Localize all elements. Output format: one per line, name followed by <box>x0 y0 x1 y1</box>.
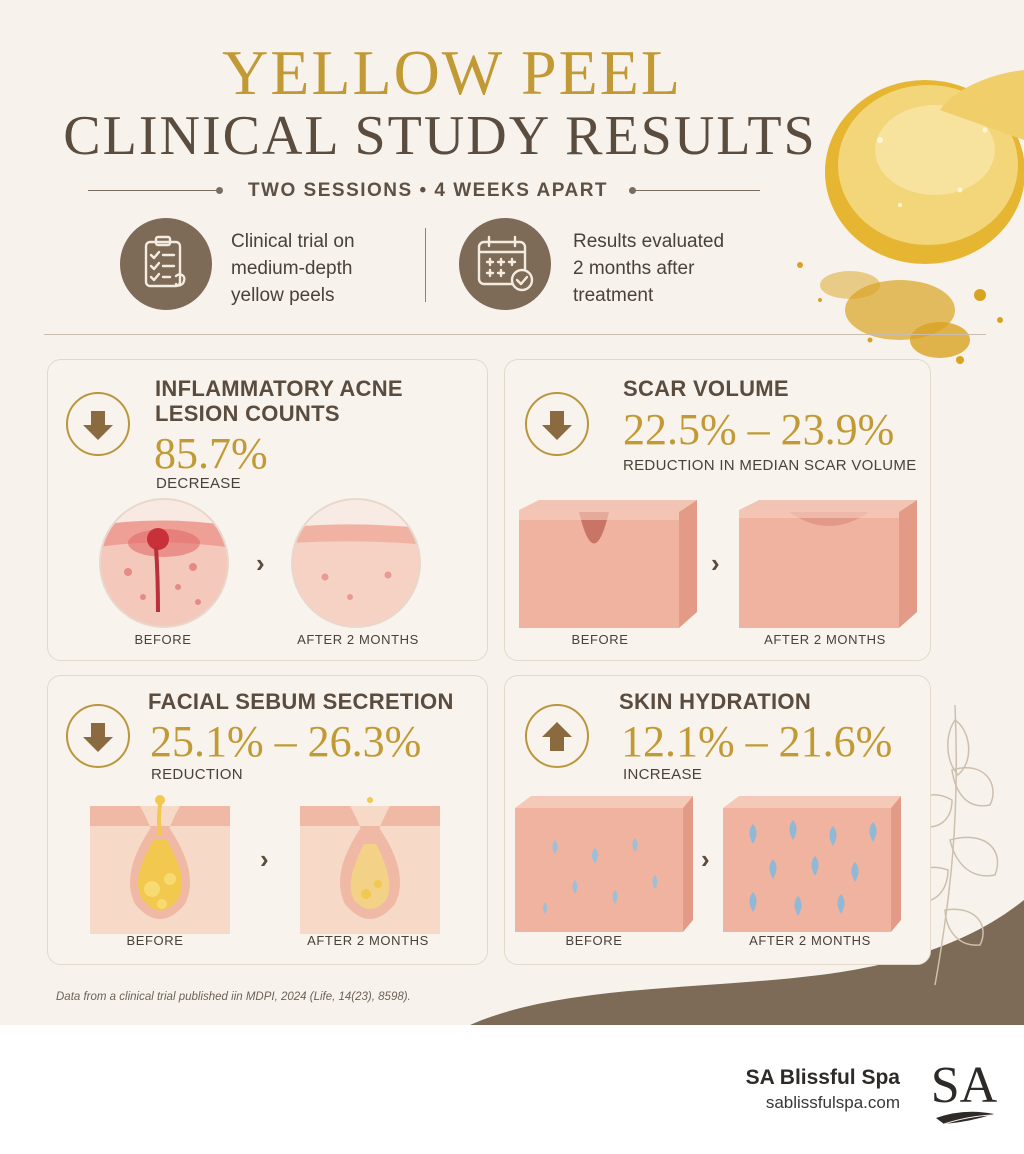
arrow-badge <box>525 392 589 456</box>
metric-sub: DECREASE <box>156 475 241 492</box>
arrow-badge <box>66 704 130 768</box>
metric-title: INFLAMMATORY ACNE LESION COUNTS <box>155 376 475 426</box>
feature-text-line: Results evaluated <box>573 231 725 252</box>
calendar-check-icon <box>477 235 534 292</box>
metric-card-acne: INFLAMMATORY ACNE LESION COUNTS 85.7% DE… <box>47 359 488 661</box>
sebum-after-illustration <box>300 797 440 934</box>
scar-before-illustration <box>519 500 697 628</box>
feature-text: Clinical trial on medium-depth yellow pe… <box>231 228 401 309</box>
before-label: BEFORE <box>134 632 192 647</box>
turmeric-powder-image <box>797 262 1003 364</box>
before-label: BEFORE <box>571 632 629 647</box>
feature-text-line: yellow peels <box>231 285 335 306</box>
page-title-line1: YELLOW PEEL <box>222 37 682 108</box>
chevron-right-icon: › <box>711 548 720 578</box>
feature-icon-circle <box>459 218 551 310</box>
brand-block: SA Blissful Spa sablissfulspa.com <box>746 1066 900 1113</box>
before-label: BEFORE <box>565 933 623 948</box>
metric-value: 12.1% – 21.6% <box>621 717 893 766</box>
brand-url[interactable]: sablissfulspa.com <box>765 1093 900 1112</box>
metric-title-line: LESION COUNTS <box>155 401 340 426</box>
feature-text-line: 2 months after <box>573 258 695 279</box>
metric-title-line: INFLAMMATORY ACNE <box>155 376 403 401</box>
after-label: AFTER 2 MONTHS <box>297 632 419 647</box>
yellow-peel-swatch-image <box>825 70 1024 264</box>
metric-title: SKIN HYDRATION <box>619 689 919 714</box>
metric-sub: REDUCTION <box>151 766 243 783</box>
metric-sub: INCREASE <box>623 766 703 783</box>
metric-card-scar-volume: SCAR VOLUME 22.5% – 23.9% REDUCTION IN M… <box>504 359 931 661</box>
feature-text-line: treatment <box>573 285 654 306</box>
logo-text: SA <box>931 1057 998 1114</box>
divider-dot <box>216 187 223 194</box>
chevron-right-icon: › <box>256 548 265 578</box>
metric-card-hydration: SKIN HYDRATION 12.1% – 21.6% INCREASE › <box>504 675 931 965</box>
divider-line <box>636 190 760 191</box>
page-title-line2: CLINICAL STUDY RESULTS <box>63 105 817 167</box>
section-divider <box>44 334 986 335</box>
feature-text: Results evaluated 2 months after treatme… <box>573 228 753 309</box>
after-label: AFTER 2 MONTHS <box>307 933 429 948</box>
divider-dot <box>629 187 636 194</box>
arrow-down-icon <box>83 723 113 752</box>
feature-results-evaluated: Results evaluated 2 months after treatme… <box>459 218 759 312</box>
decorative-background <box>470 70 1024 1025</box>
arrow-down-icon <box>83 411 113 440</box>
before-label: BEFORE <box>126 933 184 948</box>
metric-card-sebum: FACIAL SEBUM SECRETION 25.1% – 26.3% RED… <box>47 675 488 965</box>
feature-clinical-trial: Clinical trial on medium-depth yellow pe… <box>120 218 400 312</box>
metric-title-line: SKIN HYDRATION <box>619 689 812 714</box>
brand-name: SA Blissful Spa <box>745 1066 900 1089</box>
arrow-badge <box>66 392 130 456</box>
divider-line <box>88 190 216 191</box>
source-note: Data from a clinical trial published iin… <box>56 991 411 1003</box>
metric-value: 25.1% – 26.3% <box>150 717 422 766</box>
infographic-poster: YELLOW PEEL CLINICAL STUDY RESULTS TWO S… <box>0 0 1024 1025</box>
metric-value: 85.7% <box>154 429 268 478</box>
arrow-down-icon <box>542 411 572 440</box>
chevron-right-icon: › <box>701 844 710 874</box>
feature-separator <box>425 228 426 302</box>
metric-value: 22.5% – 23.9% <box>623 405 895 454</box>
arrow-badge <box>525 704 589 768</box>
scar-after-illustration <box>739 500 917 628</box>
metric-title-line: FACIAL SEBUM SECRETION <box>148 689 454 714</box>
after-label: AFTER 2 MONTHS <box>764 632 886 647</box>
acne-after-illustration <box>291 498 421 628</box>
metric-title: SCAR VOLUME <box>623 376 923 401</box>
acne-before-illustration <box>99 498 229 628</box>
metric-sub: REDUCTION IN MEDIAN SCAR VOLUME <box>623 457 917 474</box>
feature-text-line: medium-depth <box>231 258 353 279</box>
hydration-before-illustration <box>515 796 693 932</box>
footer <box>0 1025 1024 1154</box>
sa-logo-icon: SA <box>931 1057 998 1125</box>
sebum-before-illustration <box>90 795 230 934</box>
subtitle: TWO SESSIONS • 4 WEEKS APART <box>247 180 609 201</box>
feature-text-line: Clinical trial on <box>231 231 355 252</box>
feature-icon-circle <box>120 218 212 310</box>
clipboard-checklist-icon <box>144 235 186 288</box>
metric-title: FACIAL SEBUM SECRETION <box>148 689 478 714</box>
chevron-right-icon: › <box>260 844 269 874</box>
hydration-after-illustration <box>723 796 901 932</box>
metric-title-line: SCAR VOLUME <box>623 376 789 401</box>
after-label: AFTER 2 MONTHS <box>749 933 871 948</box>
arrow-up-icon <box>542 722 572 751</box>
subtitle-rule: TWO SESSIONS • 4 WEEKS APART <box>88 180 760 202</box>
